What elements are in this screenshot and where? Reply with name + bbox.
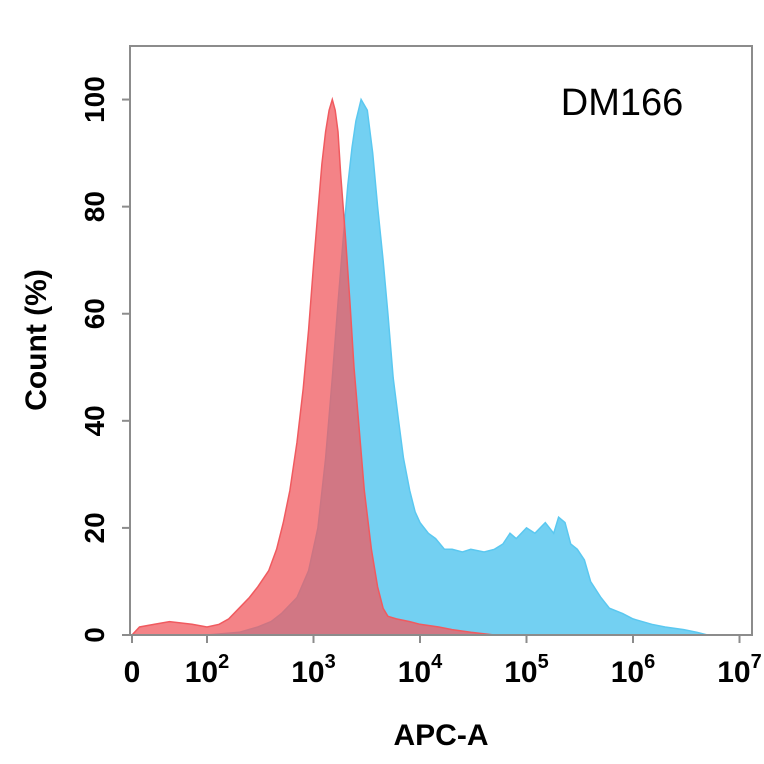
y-tick-label: 80 — [79, 191, 110, 222]
histogram-area-1 — [132, 97, 740, 636]
y-tick-label: 40 — [79, 405, 110, 436]
x-tick-label: 103 — [291, 651, 336, 689]
x-tick-label: 107 — [717, 651, 762, 689]
series-layer — [130, 96, 740, 636]
histogram-area-2 — [130, 96, 740, 636]
y-tick-label: 60 — [79, 298, 110, 329]
x-axis-title: APC-A — [394, 719, 489, 752]
x-tick-label: 0 — [124, 656, 141, 689]
y-tick-label: 0 — [79, 627, 110, 643]
y-tick-label: 20 — [79, 512, 110, 543]
y-axis-title: Count (%) — [20, 269, 53, 411]
x-tick-label: 105 — [504, 651, 549, 689]
ticks-layer: 0 20 40 60 80 100 0 102 103 104 105 106 107 — [79, 76, 762, 689]
x-tick-label: 102 — [185, 651, 230, 689]
y-tick-label: 100 — [79, 76, 110, 123]
x-tick-label: 104 — [398, 651, 443, 689]
x-tick-label: 106 — [611, 651, 656, 689]
chart-annotation: DM166 — [561, 82, 684, 124]
plot-frame — [129, 45, 753, 636]
